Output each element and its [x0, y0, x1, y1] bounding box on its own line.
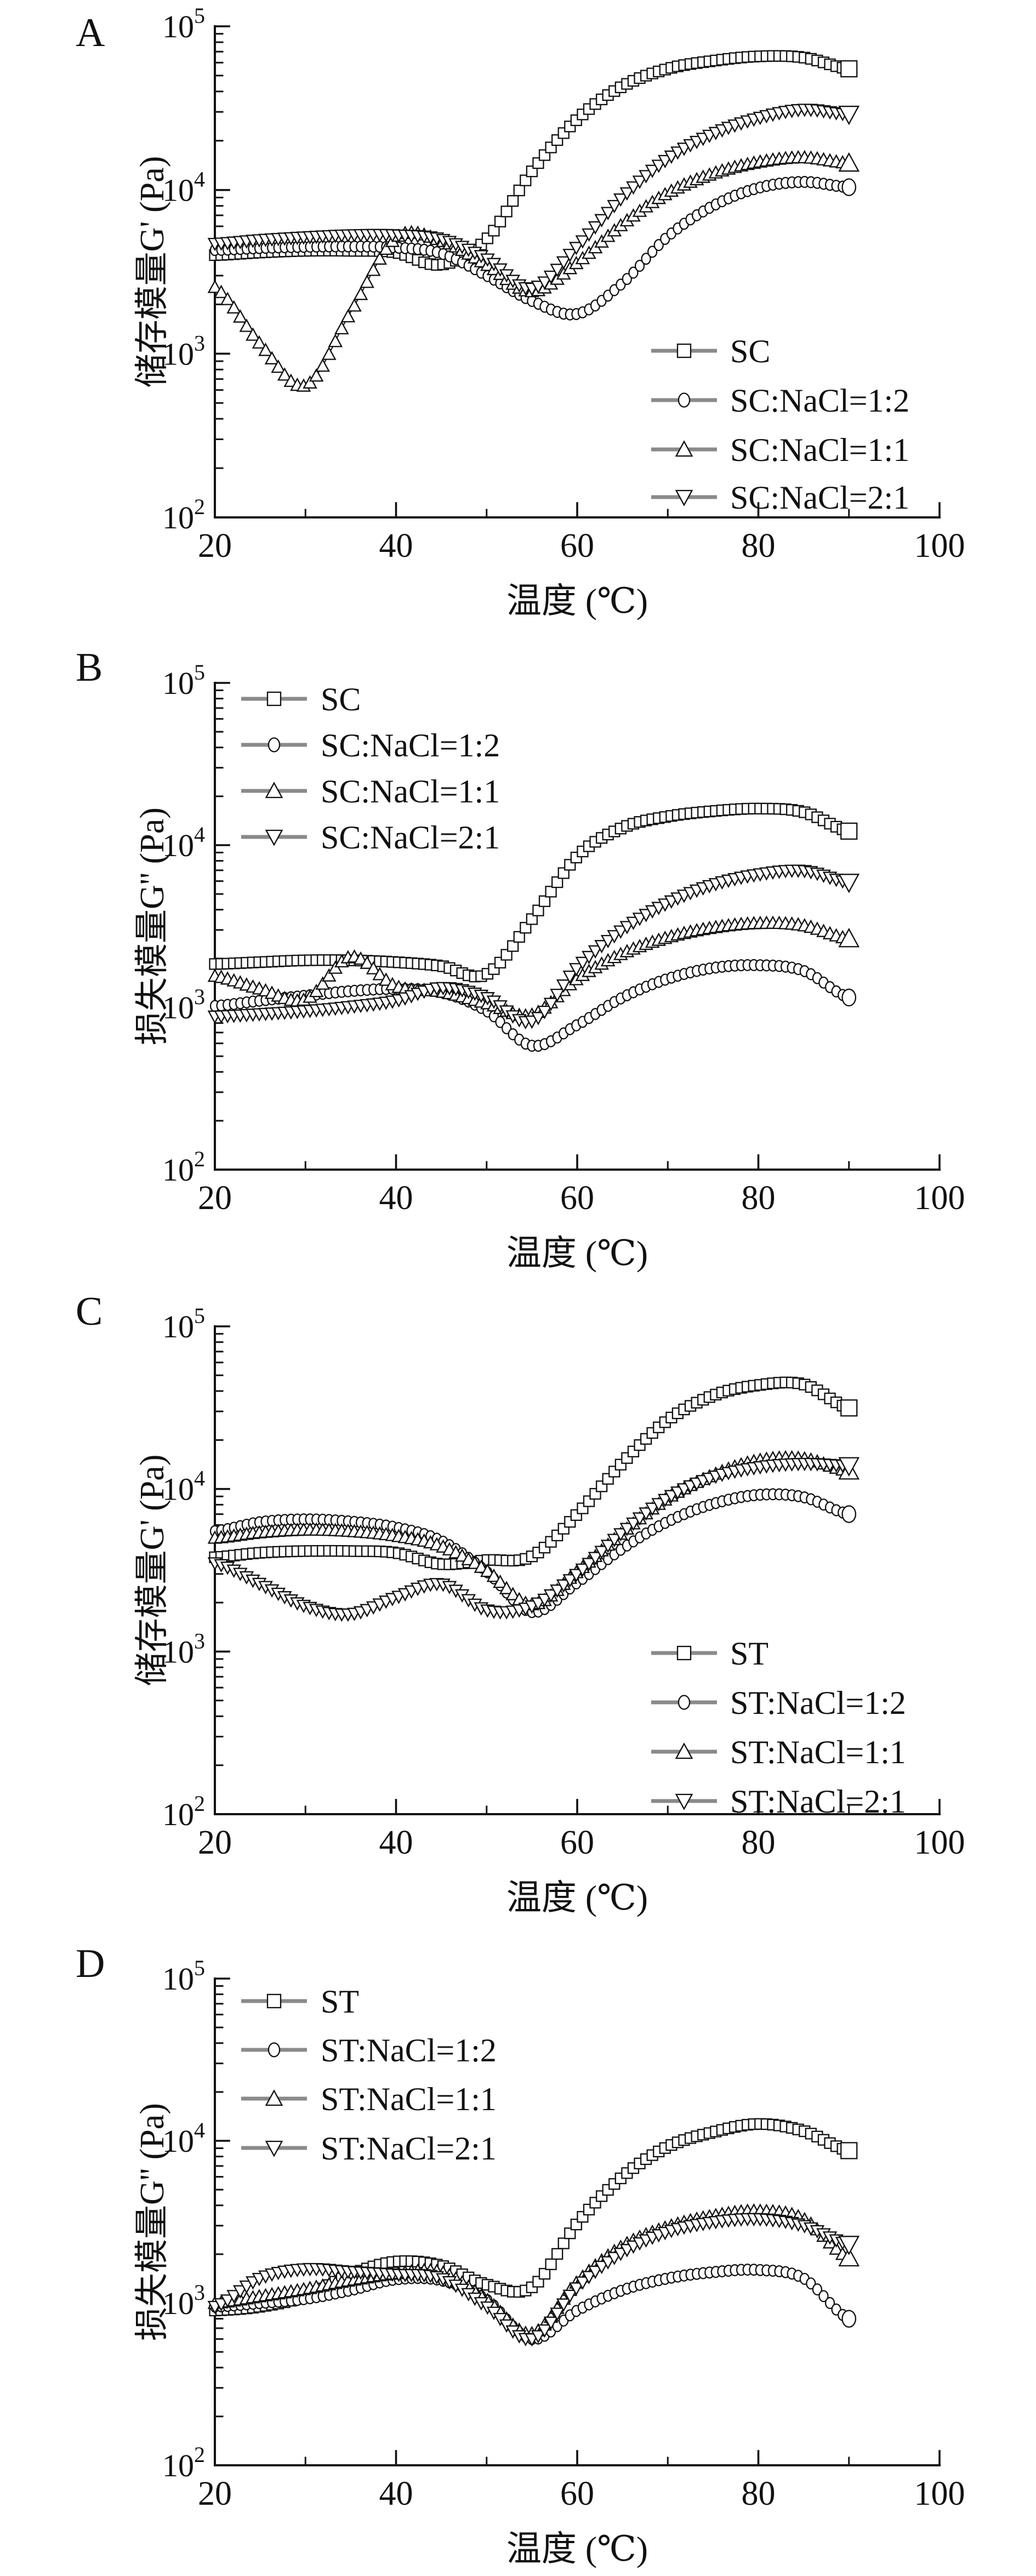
panel-C-legend: ST ST:NaCl=1:2 ST:NaCl=1:1 ST:NaCl=2:1 [651, 1635, 906, 1820]
panel-D-xtick-100: 100 [914, 2475, 965, 2512]
panel-D-xtick-60: 60 [560, 2475, 594, 2512]
panel-B-xtick-80: 80 [742, 1179, 776, 1217]
panel-D-legend-label-3: ST:NaCl=2:1 [321, 2130, 497, 2167]
panel-B-legend: SC SC:NaCl=1:2 SC:NaCl=1:1 SC:NaCl=2:1 [241, 681, 500, 856]
panel-C-xtick-40: 40 [379, 1824, 413, 1861]
x-axis-label-d: 温度 (℃) [506, 2529, 648, 2568]
panel-D-legend: ST ST:NaCl=1:2 ST:NaCl=1:1 ST:NaCl=2:1 [241, 1984, 497, 2167]
panel-C-legend-label-0: ST [730, 1635, 769, 1672]
panel-D-legend-label-0: ST [321, 1984, 359, 2020]
panel-A-legend: SC SC:NaCl=1:2 SC:NaCl=1:1 SC:NaCl=2:1 [651, 333, 909, 516]
panel-B-ytick-10e3: 103 [162, 984, 205, 1025]
panel-B-series-SC [209, 802, 858, 983]
panel-D-legend-label-1: ST:NaCl=1:2 [321, 2032, 497, 2068]
panel-A-series-SC-NaCl-1-2 [209, 175, 857, 321]
panel-letter-d: D [76, 1941, 105, 1986]
panel-A-xtick-20: 20 [198, 527, 232, 565]
panel-A-legend-label-2: SC:NaCl=1:1 [730, 432, 909, 468]
y-axis-label-a: 储存模量G' (Pa) [134, 156, 171, 388]
y-axis-label-d: 损失模量G'' (Pa) [134, 2103, 171, 2341]
panel-C-legend-label-2: ST:NaCl=1:1 [730, 1734, 906, 1770]
x-axis-label-b: 温度 (℃) [506, 1234, 648, 1273]
panel-B-series-SC-NaCl-2-1 [207, 864, 860, 1030]
panel-B-legend-label-3: SC:NaCl=2:1 [321, 819, 500, 856]
panel-B-xtick-60: 60 [560, 1179, 594, 1217]
panel-D-axes [214, 1977, 941, 2466]
panel-C-series-ST-NaCl-1-1 [207, 1450, 860, 1610]
panel-B-series-SC-NaCl-1-1 [207, 915, 860, 1022]
panel-A-legend-label-1: SC:NaCl=1:2 [730, 383, 909, 419]
panel-B-xtick-100: 100 [914, 1179, 965, 1217]
panel-C-series-ST-NaCl-2-1 [207, 1457, 860, 1622]
panel-C-xtick-80: 80 [742, 1824, 776, 1861]
panel-A-xtick-40: 40 [379, 527, 413, 565]
panel-D-series-ST-NaCl-2-1 [207, 2213, 860, 2347]
panel-C-xtick-60: 60 [560, 1824, 594, 1861]
panel-D-ytick-10e2: 102 [162, 2442, 205, 2483]
panel-A-legend-label-3: SC:NaCl=2:1 [730, 480, 909, 516]
panel-D-xtick-40: 40 [379, 2475, 413, 2512]
panel-C-legend-label-3: ST:NaCl=2:1 [730, 1783, 906, 1820]
panel-letter-a: A [76, 10, 105, 55]
panel-B-legend-label-0: SC [321, 681, 361, 717]
panel-A-xtick-100: 100 [914, 527, 965, 565]
panel-C-series-ST [209, 1376, 858, 1570]
panel-C-xtick-20: 20 [198, 1824, 232, 1861]
panel-letter-c: C [76, 1289, 103, 1334]
panel-B-legend-label-1: SC:NaCl=1:2 [321, 727, 500, 763]
panel-C-legend-label-1: ST:NaCl=1:2 [730, 1685, 906, 1721]
panel-A-xtick-60: 60 [560, 527, 594, 565]
y-axis-label-b: 损失模量G'' (Pa) [134, 807, 171, 1045]
panel-C-xtick-100: 100 [914, 1824, 965, 1861]
panel-A-series-SC-NaCl-2-1 [207, 104, 860, 297]
panel-A-xtick-80: 80 [742, 527, 776, 565]
panel-D-legend-label-2: ST:NaCl=1:1 [321, 2081, 497, 2117]
y-axis-label-c: 储存模量G' (Pa) [134, 1454, 171, 1686]
panel-C-ytick-10e3: 103 [162, 1628, 205, 1669]
panel-B-axes [214, 682, 941, 1171]
panel-D-xtick-20: 20 [198, 2475, 232, 2512]
panel-D-xtick-80: 80 [742, 2475, 776, 2512]
panel-B-legend-label-2: SC:NaCl=1:1 [321, 773, 500, 810]
panel-C-ytick-10e2: 102 [162, 1791, 205, 1832]
panel-A-ytick-10e5: 105 [162, 3, 205, 44]
panel-B-xtick-40: 40 [379, 1179, 413, 1217]
panel-A-axes [214, 25, 941, 518]
x-axis-label-a: 温度 (℃) [506, 582, 648, 620]
x-axis-label-c: 温度 (℃) [506, 1878, 648, 1917]
panel-A-legend-label-0: SC [730, 333, 770, 369]
panel-B-xtick-20: 20 [198, 1179, 232, 1217]
panel-letter-b: B [76, 645, 103, 690]
